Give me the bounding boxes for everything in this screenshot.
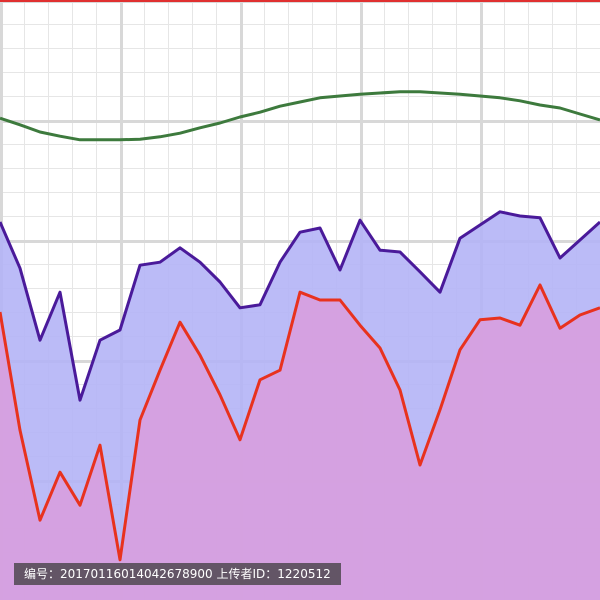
area xyxy=(0,285,600,600)
line xyxy=(0,90,600,142)
line xyxy=(0,210,600,402)
line xyxy=(0,283,600,562)
watermark: 编号：20170116014042678900 上传者ID：1220512 xyxy=(14,563,341,585)
